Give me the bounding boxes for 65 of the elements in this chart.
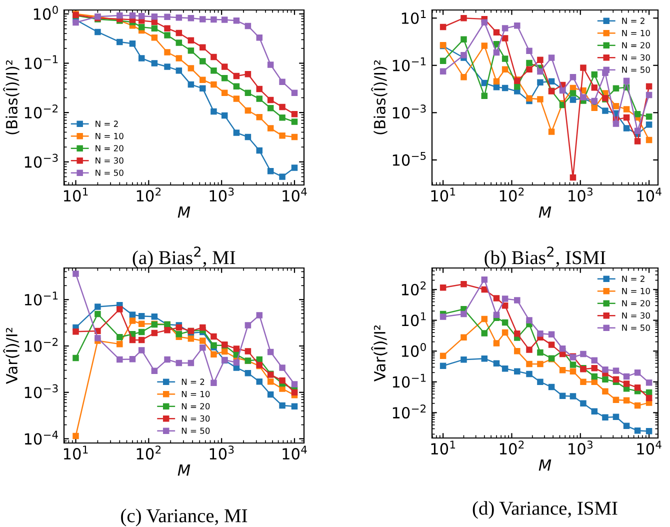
legend-label: N = 50 (622, 66, 650, 73)
text: (a) Bias$^{2}$, MI (132, 246, 236, 268)
x-tick-label: 10$^{3}$ (568, 188, 592, 202)
y-tick-label: 10$^{−5}$ (392, 152, 426, 166)
y-tick-label: 10$^{2}$ (402, 281, 426, 296)
y-tick-label: 10$^{1}$ (402, 10, 426, 24)
x-axis-title: M (538, 460, 552, 471)
x-tick-label: 10$^{2}$ (500, 440, 524, 455)
y-tick-label: 10$^{−2}$ (24, 104, 58, 118)
legend-label: N = 30 (622, 54, 650, 61)
x-tick-label: 10$^{3}$ (210, 188, 234, 202)
legend-label: N = 20 (622, 42, 650, 48)
x-tick-label: 10$^{1}$ (431, 440, 456, 455)
legend-label: N = 50 (96, 170, 124, 176)
legend-label: N = 20 (622, 300, 650, 306)
x-tick-label: 10$^{3}$ (568, 440, 592, 455)
legend-label: N = 10 (182, 390, 210, 398)
y-tick-label: 10$^{−1}$ (24, 292, 58, 306)
y-axis-title: (Bias(Î)/I)² (3, 60, 20, 134)
legend-label: N = 2 (96, 120, 118, 127)
y-tick-label: 10$^{−4}$ (24, 430, 58, 445)
legend-label: N = 2 (622, 18, 644, 24)
x-tick-label: 10$^{1}$ (64, 446, 88, 460)
legend-label: N = 10 (622, 288, 650, 294)
x-axis-title: M (178, 464, 190, 476)
x-tick-label: 10$^{4}$ (637, 440, 662, 455)
x-tick-label: 10$^{4}$ (282, 188, 307, 202)
legend-label: N = 30 (96, 157, 124, 164)
x-axis-title: M (538, 206, 552, 218)
x-tick-label: 10$^{2}$ (500, 188, 524, 202)
legend-label: N = 2 (182, 378, 204, 385)
x-tick-label: 10$^{4}$ (282, 446, 307, 460)
legend-label: N = 50 (622, 324, 650, 331)
y-tick-label: 10$^{0}$ (34, 6, 58, 20)
legend-label: N = 2 (622, 276, 644, 282)
y-axis-title: (Bias(Î)/I)² (371, 60, 388, 134)
text: (c) Variance, MI (121, 508, 248, 526)
x-tick-label: 10$^{1}$ (431, 188, 456, 202)
y-tick-label: 10$^{1}$ (402, 312, 426, 326)
y-tick-label: 10$^{−3}$ (392, 104, 426, 119)
y-tick-label: 10$^{0}$ (402, 342, 426, 357)
y-tick-label: 10$^{−3}$ (24, 384, 58, 398)
text: (d) Variance, ISMI (472, 501, 618, 519)
y-tick-label: 10$^{−2}$ (24, 338, 58, 352)
x-tick-label: 10$^{3}$ (210, 446, 234, 460)
x-tick-label: 10$^{2}$ (136, 188, 161, 202)
x-axis-title: M (178, 206, 190, 218)
legend-label: N = 30 (182, 415, 210, 422)
x-tick-label: 10$^{2}$ (136, 446, 161, 460)
legend-label: N = 30 (622, 312, 650, 319)
legend-label: N = 20 (96, 145, 124, 152)
legend-label: N = 20 (182, 403, 210, 410)
y-axis-title: Var(Î)/I² (371, 325, 388, 382)
y-tick-label: 10$^{−2}$ (392, 404, 426, 419)
y-tick-label: 10$^{−3}$ (24, 154, 58, 168)
legend-label: N = 50 (182, 428, 210, 434)
x-tick-label: 10$^{4}$ (637, 188, 662, 202)
x-tick-label: 10$^{1}$ (64, 188, 88, 202)
y-tick-label: 10$^{−1}$ (392, 57, 426, 72)
y-tick-label: 10$^{−1}$ (392, 374, 426, 388)
legend-label: N = 10 (622, 30, 650, 36)
y-axis-title: Var(Î)/I² (3, 328, 20, 384)
text: (b) Bias$^{2}$, ISMI (484, 246, 606, 268)
legend-label: N = 10 (96, 132, 124, 140)
y-tick-label: 10$^{−1}$ (24, 55, 58, 70)
